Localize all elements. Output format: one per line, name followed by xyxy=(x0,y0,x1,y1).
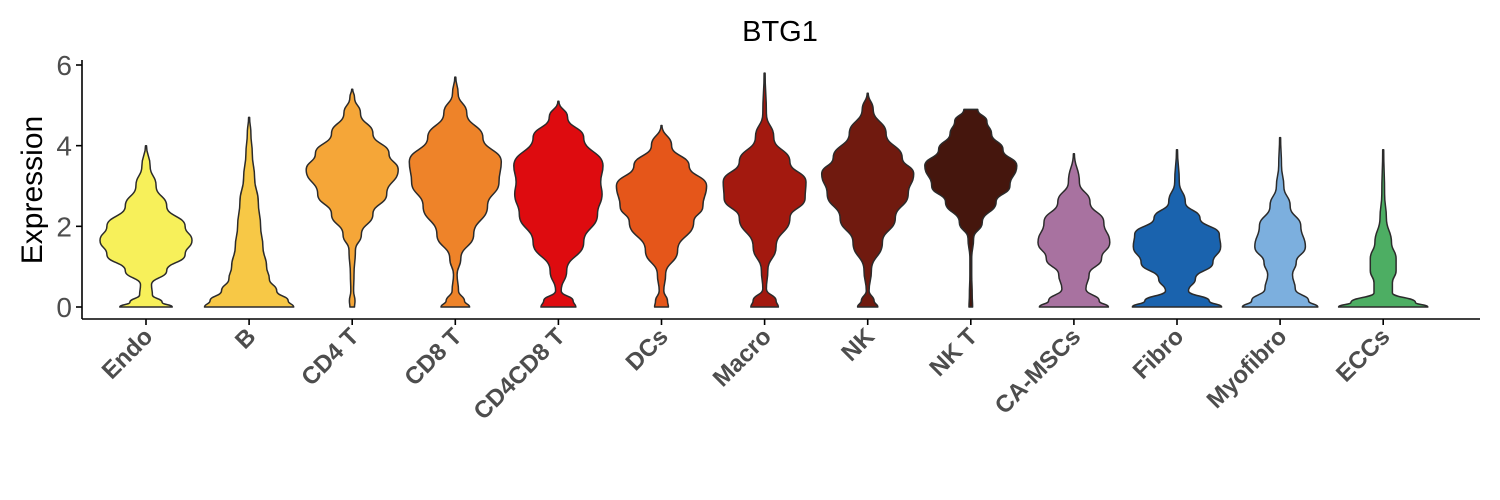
y-tick-label: 6 xyxy=(56,50,72,81)
x-tick-label-macro: Macro xyxy=(708,323,777,392)
y-axis-ticks: 0 2 4 6 xyxy=(56,50,82,323)
x-tick-label-cd8-t: CD8 T xyxy=(399,323,467,391)
x-tick-label-myofibro: Myofibro xyxy=(1202,323,1293,414)
violin-series-group xyxy=(99,72,1429,308)
violin-endo xyxy=(99,144,193,308)
x-tick-label-eccs: ECCs xyxy=(1331,323,1395,387)
violin-cd8-t xyxy=(408,76,503,308)
x-tick-label-nk-t: NK T xyxy=(924,323,983,382)
chart-title: BTG1 xyxy=(742,16,818,48)
x-tick-label-b: B xyxy=(230,323,261,354)
violin-nk xyxy=(820,92,915,308)
violin-cd4cd8-t xyxy=(513,100,604,308)
x-tick-label-cd4-t: CD4 T xyxy=(296,323,364,391)
violin-nk-t xyxy=(924,108,1018,308)
y-axis-label: Expression xyxy=(16,116,49,264)
x-tick-label-nk: NK xyxy=(836,323,880,367)
x-axis-ticks: Endo B CD4 T CD8 T CD4CD8 T DCs Macro NK NK T CA-… xyxy=(97,319,1395,425)
x-tick-label-fibro: Fibro xyxy=(1128,323,1190,385)
violin-myofibro xyxy=(1241,136,1319,308)
x-tick-label-ca-mscs: CA-MSCs xyxy=(990,323,1086,419)
y-tick-label: 0 xyxy=(56,292,72,323)
violin-cd4-t xyxy=(305,88,399,308)
violin-ca-mscs xyxy=(1037,152,1111,308)
violin-dcs xyxy=(615,124,708,308)
x-tick-label-dcs: DCs xyxy=(621,323,674,376)
violin-eccs xyxy=(1337,148,1429,308)
violin-b xyxy=(203,116,295,308)
y-tick-label: 4 xyxy=(56,131,72,162)
violin-fibro xyxy=(1131,148,1223,308)
x-tick-label-endo: Endo xyxy=(97,323,159,385)
x-tick-label-cd4cd8-t: CD4CD8 T xyxy=(469,323,571,425)
violin-macro xyxy=(722,72,807,308)
y-tick-label: 2 xyxy=(56,211,72,242)
